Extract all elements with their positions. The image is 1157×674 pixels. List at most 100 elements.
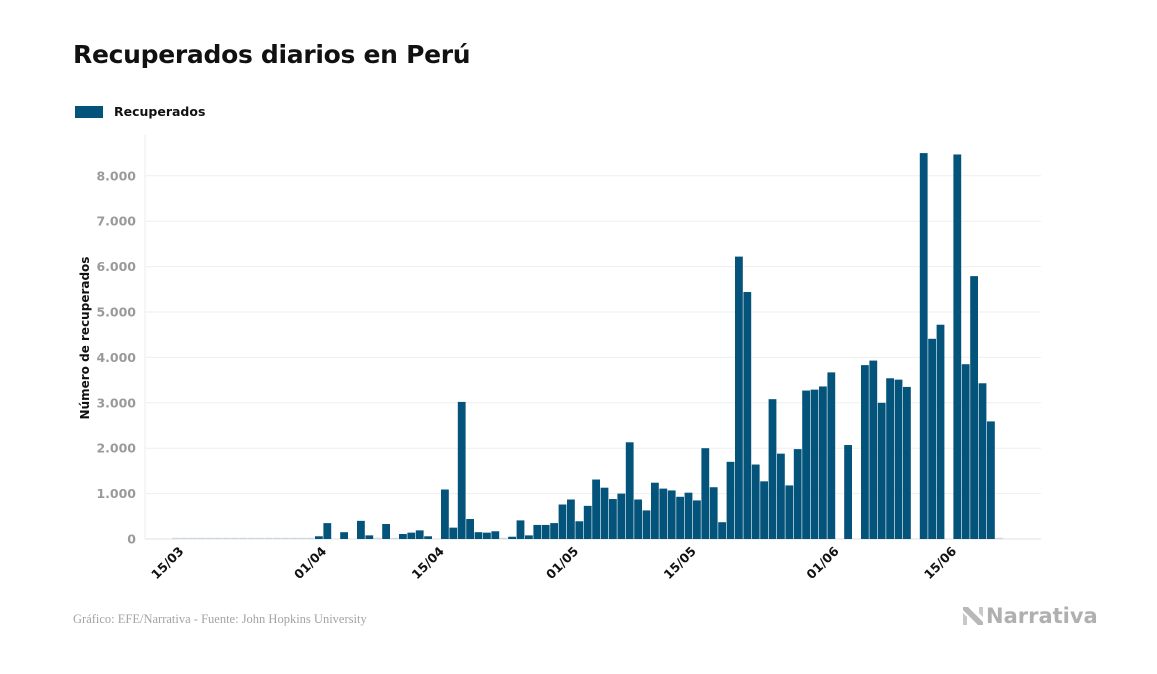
- bar: [642, 510, 651, 539]
- y-tick-label: 8.000: [96, 168, 136, 183]
- y-tick-label: 4.000: [96, 350, 136, 365]
- x-tick-label: 01/05: [543, 544, 581, 582]
- bar: [197, 537, 206, 539]
- bar: [357, 520, 365, 539]
- bar: [533, 524, 542, 539]
- bar: [457, 401, 466, 539]
- bar: [491, 531, 500, 539]
- bar: [323, 523, 332, 539]
- x-tick-label: 15/05: [660, 544, 698, 582]
- bar: [180, 537, 189, 539]
- bar: [298, 537, 306, 539]
- bar: [600, 487, 609, 539]
- bar: [651, 482, 659, 539]
- y-tick-label: 7.000: [96, 214, 136, 229]
- bar: [869, 360, 878, 539]
- bar: [844, 445, 852, 539]
- bar: [718, 522, 726, 539]
- bar: [239, 537, 248, 539]
- bar: [609, 499, 617, 539]
- bar: [189, 537, 197, 539]
- x-tick-label: 01/06: [803, 543, 842, 582]
- bar: [583, 505, 592, 539]
- bar: [936, 324, 945, 539]
- bar: [340, 532, 348, 539]
- legend-label: Recuperados: [114, 104, 206, 119]
- bar: [399, 534, 407, 539]
- bar: [919, 153, 928, 539]
- bar: [751, 464, 760, 539]
- bar: [928, 338, 936, 539]
- bar: [617, 493, 626, 539]
- bar: [810, 389, 819, 539]
- y-tick-label: 1.000: [96, 486, 136, 501]
- bar: [634, 499, 642, 539]
- bar: [953, 154, 962, 539]
- bar: [424, 536, 432, 539]
- bar: [466, 519, 474, 539]
- bar: [709, 487, 718, 539]
- bar: [214, 537, 222, 539]
- bar: [516, 520, 525, 539]
- bar: [483, 532, 491, 539]
- bar: [693, 500, 701, 539]
- bar: [877, 402, 886, 539]
- bar: [802, 390, 810, 539]
- bar: [819, 386, 827, 539]
- bar: [315, 536, 323, 539]
- bar: [667, 490, 676, 539]
- y-tick-label: 6.000: [96, 259, 136, 274]
- y-tick-label: 5.000: [96, 305, 136, 320]
- bar: [508, 536, 516, 539]
- bar: [550, 523, 558, 539]
- y-tick-label: 3.000: [96, 395, 136, 410]
- bar: [625, 442, 634, 539]
- bar: [256, 537, 264, 539]
- bar: [659, 488, 668, 539]
- narrativa-logo-icon: [963, 607, 983, 625]
- bar: [961, 364, 970, 539]
- x-tick-label: 15/04: [408, 543, 447, 582]
- bar: [567, 499, 575, 539]
- bar: [978, 383, 987, 539]
- bar: [558, 504, 567, 539]
- bar: [449, 527, 458, 539]
- bar: [373, 537, 382, 539]
- bar: [289, 537, 298, 539]
- bar: [222, 537, 231, 539]
- bar: [592, 479, 600, 539]
- bar: [886, 378, 894, 539]
- chart-title: Recuperados diarios en Perú: [73, 40, 471, 69]
- bar: [575, 521, 584, 539]
- bar: [474, 532, 483, 539]
- bar: [760, 481, 768, 539]
- bar: [231, 537, 239, 539]
- bar: [861, 365, 869, 539]
- bar: [684, 492, 693, 539]
- bar: [281, 537, 290, 539]
- bar: [407, 532, 416, 539]
- bar: [785, 485, 794, 539]
- brand-logo: Narrativa: [963, 604, 1098, 628]
- bar: [777, 453, 785, 539]
- bar: [903, 386, 911, 539]
- x-tick-label: 15/06: [921, 543, 960, 582]
- x-tick-label: 01/04: [291, 543, 330, 582]
- bar: [894, 379, 903, 539]
- y-tick-label: 2.000: [96, 441, 136, 456]
- bar: [793, 449, 802, 539]
- bar: [441, 489, 449, 539]
- brand-name: Narrativa: [986, 604, 1098, 628]
- legend: Recuperados: [75, 104, 205, 119]
- bar: [827, 372, 836, 539]
- source-note: Gráfico: EFE/Narrativa - Fuente: John Ho…: [73, 612, 367, 626]
- bar: [768, 399, 777, 539]
- bar: [987, 421, 995, 539]
- bar: [541, 524, 550, 539]
- bar: [525, 535, 533, 539]
- bar: [306, 537, 315, 539]
- bar: [382, 524, 390, 539]
- bar: [726, 461, 735, 539]
- bar: [247, 537, 256, 539]
